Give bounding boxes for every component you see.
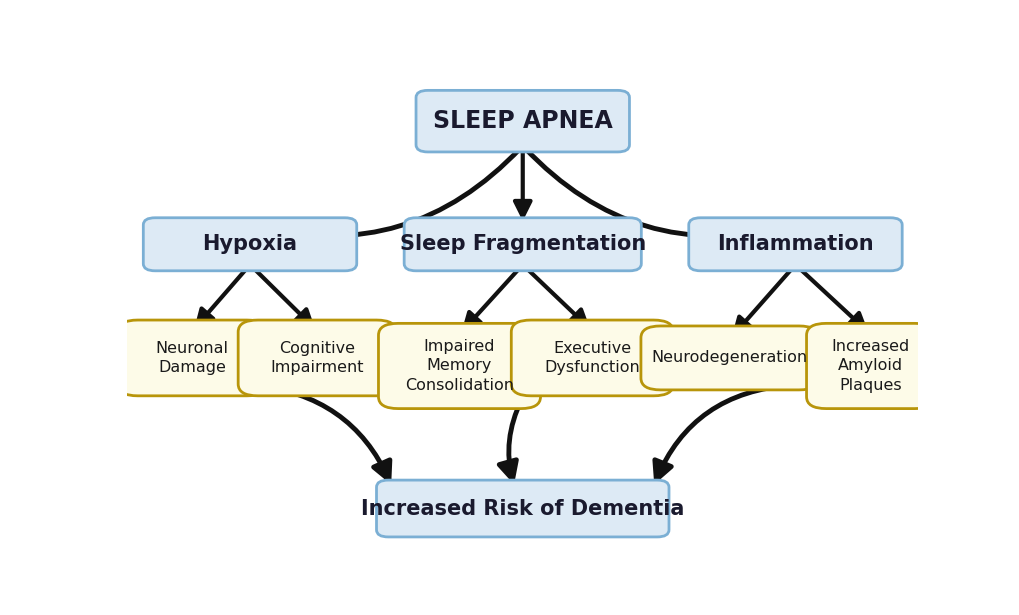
FancyBboxPatch shape [511, 320, 673, 396]
Text: Increased Risk of Dementia: Increased Risk of Dementia [361, 499, 684, 518]
FancyBboxPatch shape [378, 323, 540, 408]
Text: Increased
Amyloid
Plaques: Increased Amyloid Plaques [830, 339, 909, 393]
Text: SLEEP APNEA: SLEEP APNEA [432, 109, 612, 133]
FancyBboxPatch shape [143, 218, 357, 271]
Text: Inflammation: Inflammation [716, 234, 873, 254]
Text: Cognitive
Impairment: Cognitive Impairment [270, 341, 364, 375]
Text: Neurodegeneration: Neurodegeneration [651, 351, 807, 365]
FancyBboxPatch shape [118, 320, 266, 396]
FancyBboxPatch shape [688, 218, 902, 271]
Text: Sleep Fragmentation: Sleep Fragmentation [399, 234, 645, 254]
Text: Executive
Dysfunction: Executive Dysfunction [544, 341, 640, 375]
FancyBboxPatch shape [376, 480, 668, 537]
FancyBboxPatch shape [404, 218, 641, 271]
FancyBboxPatch shape [238, 320, 395, 396]
Text: Neuronal
Damage: Neuronal Damage [156, 341, 228, 375]
Text: Impaired
Memory
Consolidation: Impaired Memory Consolidation [405, 339, 514, 393]
FancyBboxPatch shape [806, 323, 933, 408]
FancyBboxPatch shape [640, 326, 818, 390]
Text: Hypoxia: Hypoxia [203, 234, 298, 254]
FancyBboxPatch shape [416, 90, 629, 152]
